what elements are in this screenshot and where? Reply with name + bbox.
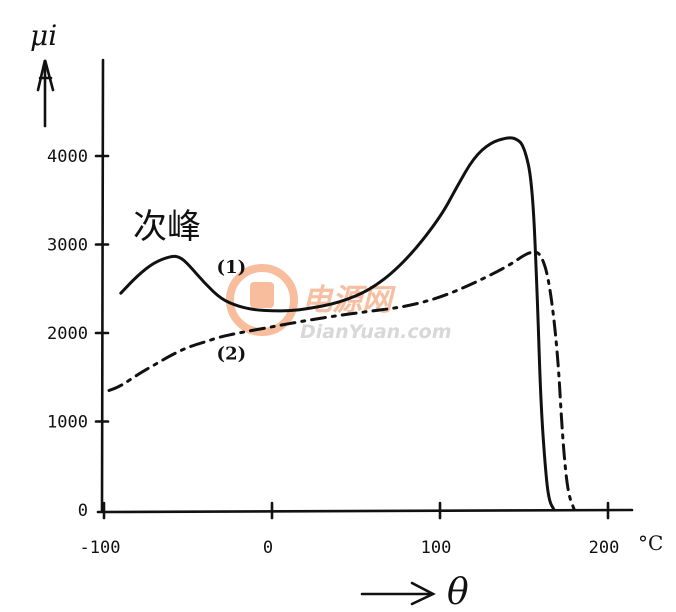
series-line-1	[119, 136, 556, 512]
watermark-cn: 电源网	[302, 283, 396, 318]
series-line-2	[107, 250, 576, 512]
x-tick-label: 0	[263, 538, 273, 558]
watermark-logo-icon	[226, 264, 298, 336]
x-unit-label: °C	[638, 531, 663, 555]
ticks: 0 1000 2000 3000 4000 -100 0 100 200	[47, 147, 619, 558]
x-axis-label: θ	[447, 572, 469, 612]
x-tick-label: 100	[421, 538, 452, 558]
y-axis-label: μi	[30, 19, 57, 52]
x-axis	[96, 508, 634, 514]
y-tick-label: 1000	[47, 413, 88, 433]
y-tick-label: 4000	[47, 147, 88, 167]
x-tick-label: 200	[589, 538, 620, 558]
y-axis	[100, 58, 105, 512]
x-tick-label: -100	[80, 538, 121, 558]
x-axis-arrow	[360, 581, 436, 606]
y-tick-label: 2000	[47, 324, 88, 344]
series-label-1: (1)	[217, 257, 247, 278]
watermark-en: DianYuan.com	[300, 321, 452, 343]
series	[107, 136, 576, 512]
y-tick-label: 3000	[47, 236, 88, 256]
annotation-secondary-peak: 次峰	[133, 207, 201, 247]
series-label-2: (2)	[217, 344, 247, 365]
y-axis-arrow	[36, 59, 55, 128]
y-tick-label: 0	[78, 501, 88, 521]
series-labels: (1) (2)	[217, 257, 247, 365]
watermark: 电源网 DianYuan.com	[226, 264, 452, 343]
